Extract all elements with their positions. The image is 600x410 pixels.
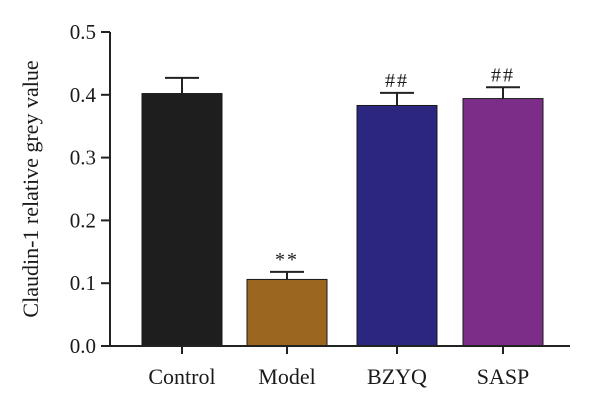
significance-label: ## — [491, 64, 515, 86]
bar-control — [141, 93, 223, 347]
y-tick-label: 0.3 — [70, 146, 96, 170]
bar-model — [246, 278, 328, 347]
x-tick-label: BZYQ — [367, 364, 427, 389]
y-tick-label: 0.2 — [70, 208, 96, 232]
y-tick-label: 0.4 — [70, 83, 97, 107]
y-tick-label: 0.0 — [70, 334, 96, 358]
y-tick-label: 0.1 — [70, 271, 96, 295]
x-axis: Control Model BZYQ SASP — [110, 345, 570, 389]
y-tick-label: 0.5 — [70, 20, 96, 44]
bars: ** ## ## — [141, 64, 544, 347]
x-tick-label: Model — [258, 364, 315, 389]
significance-label: ** — [275, 249, 299, 271]
bar-bzyq — [356, 104, 438, 347]
bar-sasp — [462, 98, 544, 347]
x-tick-label: SASP — [477, 364, 530, 389]
y-axis-title: Claudin-1 relative grey value — [18, 60, 43, 317]
x-tick-label: Control — [148, 364, 215, 389]
y-axis: 0.0 0.1 0.2 0.3 0.4 0.5 — [70, 20, 111, 358]
significance-label: ## — [385, 70, 409, 92]
